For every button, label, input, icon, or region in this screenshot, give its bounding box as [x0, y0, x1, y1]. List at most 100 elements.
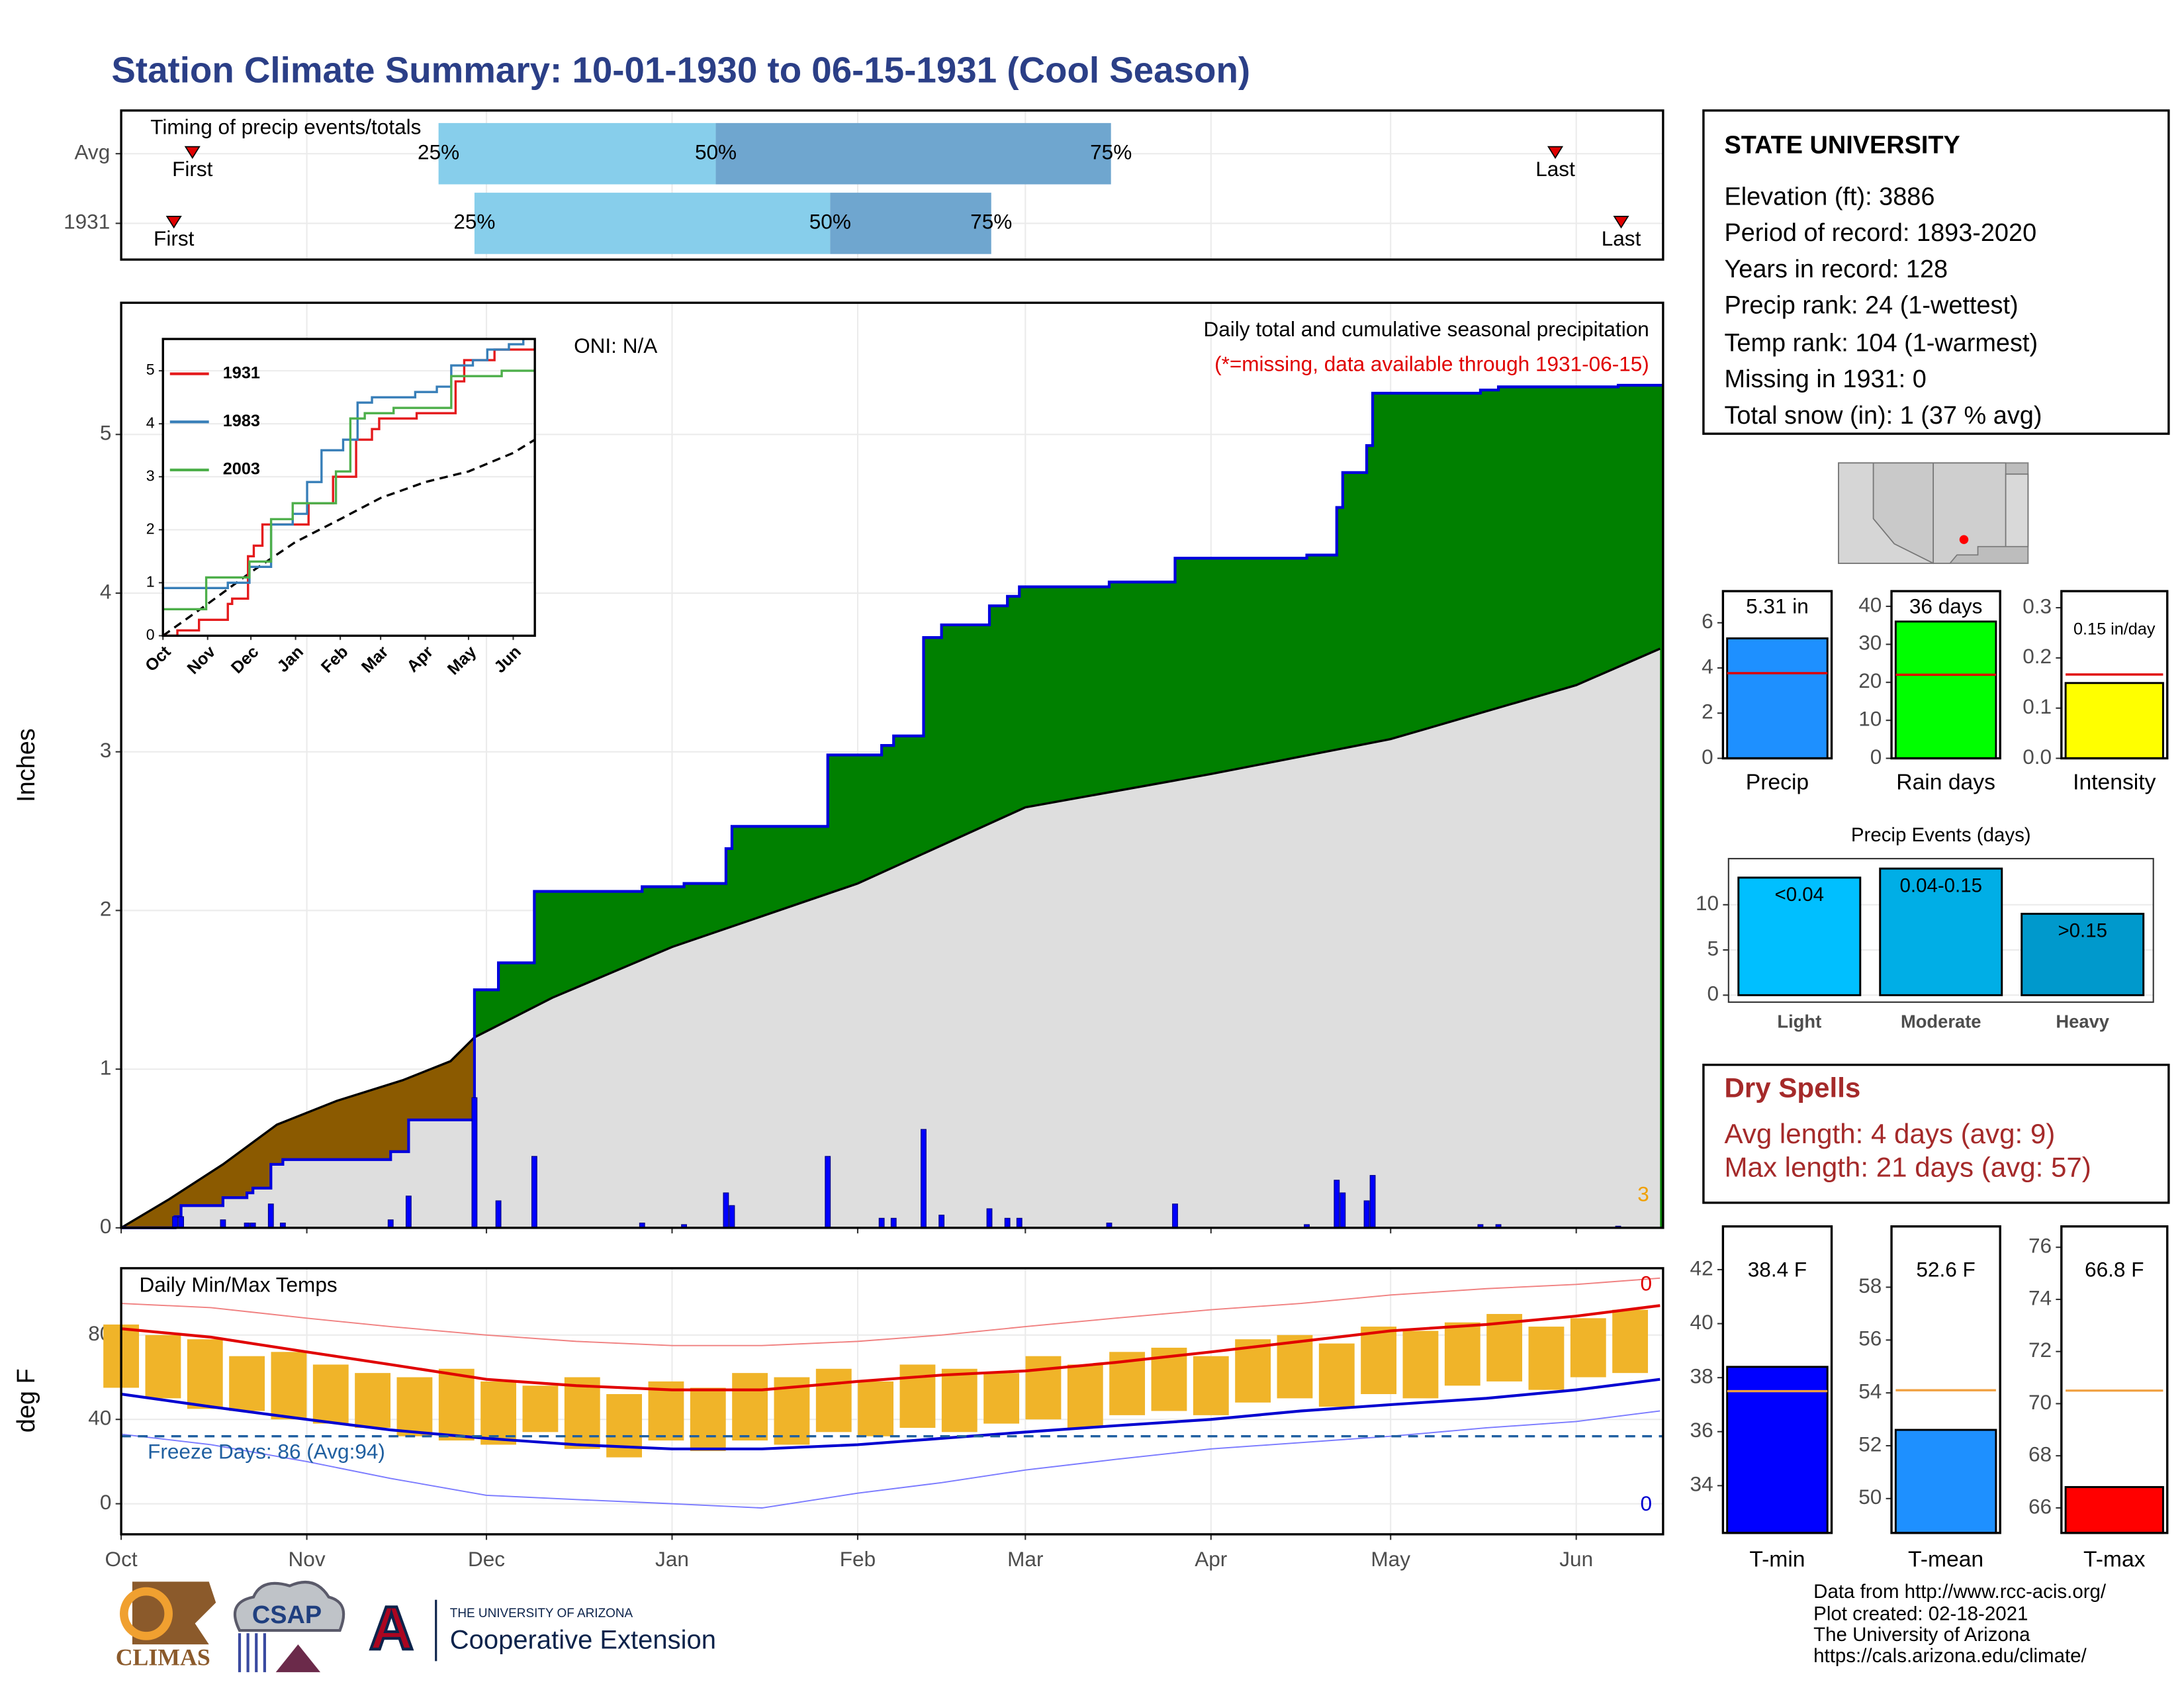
- locator-map: [1838, 462, 2029, 565]
- value-label: 5.31 in: [1746, 594, 1809, 618]
- legend-label: 1983: [223, 412, 260, 430]
- y-tick-label: 0.0: [2023, 745, 2052, 769]
- x-tick-label: Feb: [840, 1547, 876, 1571]
- row-label: 1931: [64, 210, 110, 234]
- y-tick-label: 0: [1707, 982, 1719, 1006]
- daily-precip-bar: [1340, 1192, 1346, 1229]
- timing-marker: [165, 216, 182, 229]
- marker-label: Last: [1535, 157, 1575, 181]
- value-label: 66.8 F: [2085, 1257, 2144, 1281]
- y-tick-label: 5: [1707, 936, 1719, 960]
- footer-line: Data from http://www.rcc-acis.org/: [1813, 1581, 2107, 1603]
- percentile-label: 50%: [695, 140, 737, 164]
- event-bar: [1737, 876, 1862, 996]
- marker-label: First: [154, 226, 195, 250]
- daily-precip-bar: [1016, 1217, 1023, 1229]
- daily-precip-bar: [495, 1200, 502, 1229]
- value-label: 38.4 F: [1748, 1257, 1807, 1281]
- y-tick-label: 20: [1858, 669, 1882, 692]
- footer-line: https://cals.arizona.edu/climate/: [1813, 1645, 2087, 1667]
- x-tick-label: Mar: [1007, 1547, 1043, 1571]
- y-tick-label: 0: [1870, 745, 1882, 769]
- legend-label: 2003: [223, 460, 260, 479]
- y-tick-label: 1: [100, 1055, 112, 1079]
- daily-precip-bar: [825, 1156, 831, 1229]
- dry-spells-box: [1702, 1063, 2170, 1204]
- value-label: 0.15 in/day: [2073, 620, 2156, 639]
- x-tick-label: Light: [1777, 1011, 1821, 1032]
- season-line: [163, 339, 525, 590]
- dry-spells-title: Dry Spells: [1724, 1072, 1860, 1103]
- summary-bar: [1894, 1429, 1997, 1534]
- x-tick-label: Jan: [655, 1547, 689, 1571]
- daily-temp-bar: [1402, 1331, 1439, 1399]
- y-tick-label: 0: [1702, 745, 1713, 769]
- station-line: Temp rank: 104 (1-warmest): [1724, 330, 2038, 357]
- timing-bar-early: [438, 122, 716, 185]
- panel-frame: [120, 1267, 1664, 1536]
- daily-temp-bar: [815, 1368, 852, 1432]
- y-tick-label: 0: [100, 1214, 112, 1238]
- station-name: STATE UNIVERSITY: [1724, 132, 1960, 160]
- category-label: T-mean: [1908, 1548, 1983, 1572]
- value-label: 36 days: [1909, 594, 1983, 618]
- season-line: [163, 365, 535, 611]
- summary-bar: [1726, 637, 1829, 760]
- summary-bar: [1894, 620, 1997, 760]
- climas-ring: [119, 1587, 173, 1640]
- x-tick-label: Oct: [105, 1547, 138, 1571]
- station-line: Period of record: 1893-2020: [1724, 219, 2036, 247]
- cumulative-line: [121, 383, 1663, 1229]
- daily-temp-bar: [983, 1373, 1020, 1424]
- y-tick-label: 58: [1858, 1274, 1882, 1297]
- climas-shape: [132, 1581, 216, 1645]
- y-tick-label: 10: [1696, 891, 1719, 915]
- map-state: [1872, 462, 1934, 565]
- panel-frame: [1890, 590, 2001, 760]
- y-tick-label: 30: [1858, 631, 1882, 655]
- y-tick-label: 5: [146, 361, 155, 378]
- daily-temp-bar: [312, 1364, 349, 1424]
- y-tick-label: 3: [100, 738, 112, 762]
- value-label: 52.6 F: [1916, 1257, 1975, 1281]
- daily-precip-bar: [471, 1097, 478, 1229]
- marker-label: Last: [1602, 226, 1641, 250]
- panel-frame: [1727, 858, 2154, 1003]
- x-tick-label: Nov: [289, 1547, 326, 1571]
- daily-temp-bar: [187, 1339, 223, 1409]
- y-tick-label: 0.3: [2023, 594, 2052, 618]
- normal-cumulative-line: [120, 647, 1661, 1229]
- daily-precip-bar: [1334, 1180, 1340, 1229]
- event-bar: [1879, 867, 2003, 996]
- y-tick-label: 36: [1690, 1418, 1713, 1442]
- y-tick-label: 66: [2028, 1494, 2052, 1518]
- footer-line: The University of Arizona: [1813, 1624, 2030, 1646]
- panel-frame: [120, 109, 1664, 261]
- summary-bar: [2064, 1485, 2164, 1534]
- percentile-label: 50%: [809, 210, 851, 234]
- x-tick-label: Moderate: [1901, 1011, 1981, 1032]
- daily-temp-bar: [648, 1381, 684, 1441]
- y-tick-label: 4: [146, 414, 155, 431]
- timing-bar-early: [474, 193, 831, 254]
- category-label: Precip: [1746, 770, 1809, 794]
- y-tick-label: 4: [1702, 654, 1713, 678]
- panel-frame: [2060, 590, 2169, 760]
- summary-bar: [2064, 682, 2164, 760]
- row-label: Avg: [74, 140, 110, 164]
- y-tick-label: 3: [146, 467, 155, 484]
- summary-bar: [1726, 1366, 1829, 1534]
- station-dot: [1959, 535, 1969, 544]
- panel-frame: [1721, 590, 1833, 760]
- record-low-count: 0: [1640, 1491, 1652, 1515]
- y-tick-label: 74: [2028, 1286, 2052, 1309]
- y-tick-label: 52: [1858, 1432, 1882, 1456]
- x-tick-label: May: [1371, 1547, 1410, 1571]
- percentile-label: 75%: [1090, 140, 1132, 164]
- daily-precip-bar: [405, 1196, 412, 1229]
- dry-spells-line: Avg length: 4 days (avg: 9): [1724, 1118, 2055, 1149]
- percentile-label: 25%: [418, 140, 459, 164]
- timing-bar-late: [715, 122, 1111, 185]
- timing-subtitle: Timing of precip events/totals: [150, 115, 421, 139]
